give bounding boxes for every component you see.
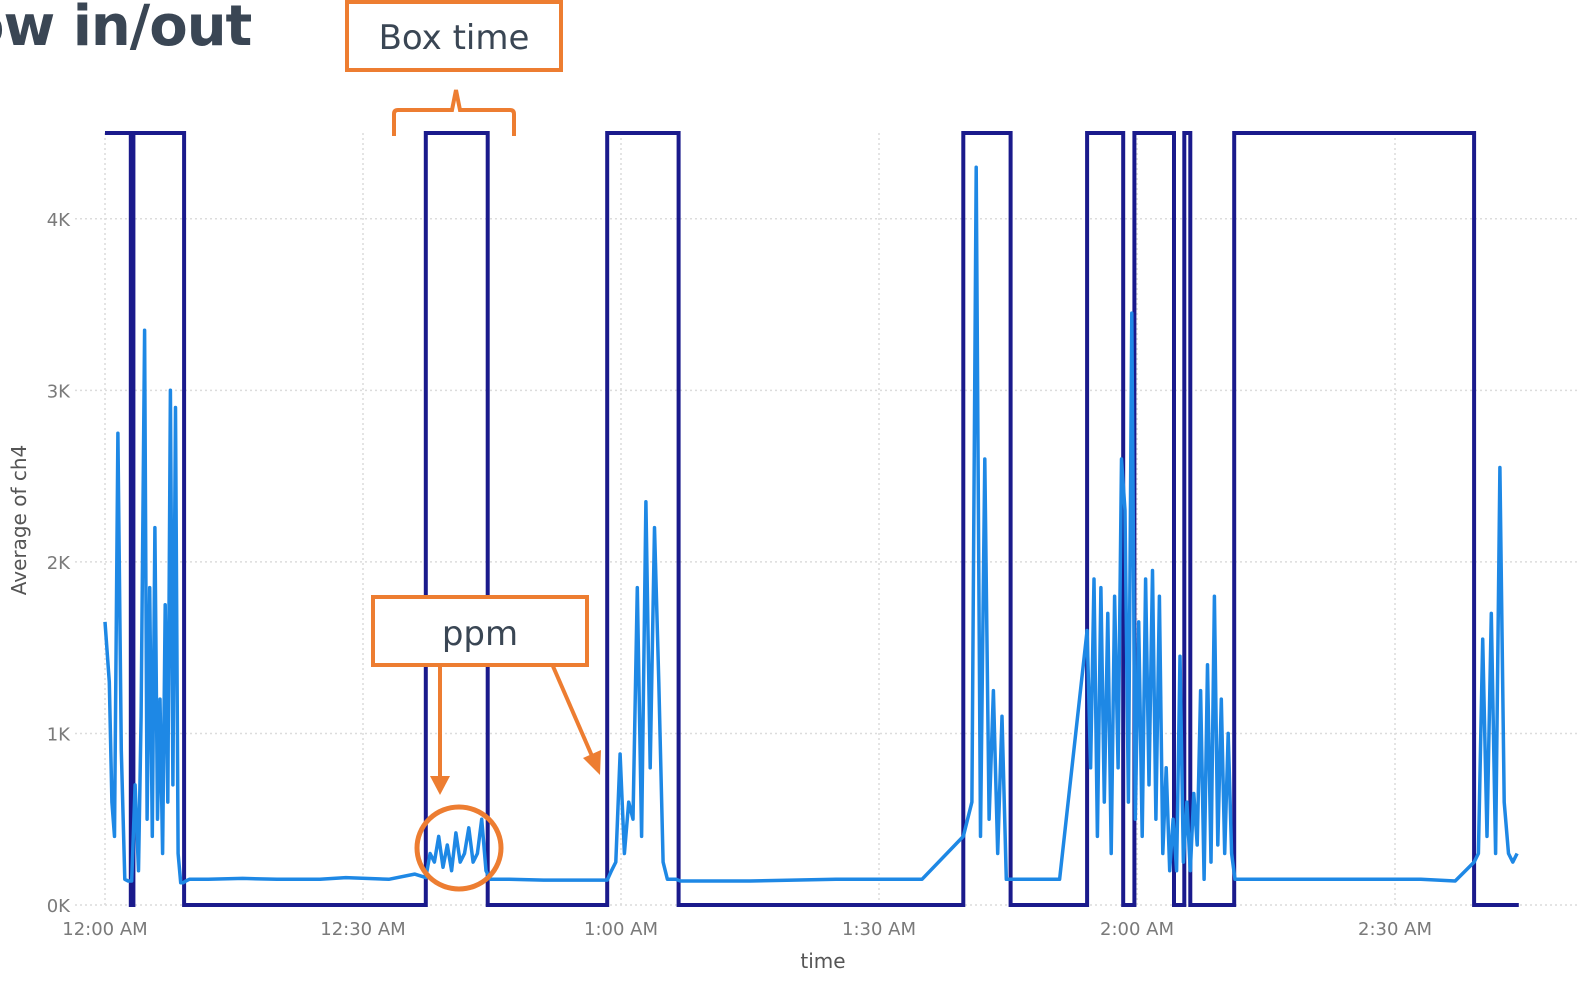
y-axis-title: Average of ch4 [7, 445, 31, 596]
ppm-arrowhead-down [430, 776, 450, 795]
x-tick-label: 1:30 AM [842, 919, 916, 940]
ppm-callout: ppm [371, 595, 601, 892]
box-state-line [105, 131, 1519, 907]
box-time-brace [392, 89, 516, 136]
x-tick-label: 2:30 AM [1358, 919, 1432, 940]
x-tick-label: 2:00 AM [1100, 919, 1174, 940]
x-tick-label: 1:00 AM [584, 919, 658, 940]
y-tick-label: 2K [47, 553, 71, 574]
ppm-callout-frame [371, 595, 589, 667]
ppm-arrow-diagonal [550, 663, 594, 757]
box-time-callout-frame [345, 0, 563, 72]
slide-title: ow in/out [0, 0, 252, 59]
ppm-callout-label: ppm [442, 614, 518, 654]
box-time-callout: Box time [345, 0, 563, 136]
grid-lines [75, 133, 1580, 906]
y-tick-label: 3K [47, 381, 71, 402]
x-axis-ticks: 12:00 AM 12:30 AM 1:00 AM 1:30 AM 2:00 AM 2:3… [62, 919, 1432, 940]
y-tick-label: 1K [47, 724, 71, 745]
y-tick-label: 0K [47, 896, 71, 917]
ppm-highlight-circle [414, 804, 504, 892]
ch4-average-line [103, 165, 1519, 885]
series-lines [103, 131, 1519, 907]
y-tick-label: 4K [47, 210, 71, 231]
x-tick-label: 12:30 AM [320, 919, 405, 940]
x-axis-title: time [800, 949, 845, 973]
x-tick-label: 12:00 AM [62, 919, 147, 940]
ppm-arrowhead-diagonal [583, 750, 601, 775]
box-time-callout-label: Box time [379, 18, 530, 58]
y-axis-ticks: 0K 1K 2K 3K 4K [47, 210, 71, 917]
